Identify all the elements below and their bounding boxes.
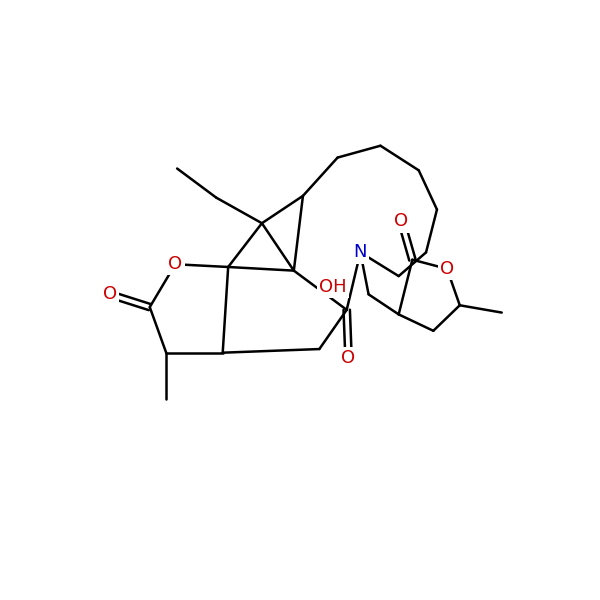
Text: O: O — [168, 255, 182, 273]
Text: O: O — [394, 212, 409, 230]
Text: O: O — [440, 260, 454, 278]
Text: O: O — [103, 286, 117, 304]
Text: N: N — [353, 244, 367, 262]
Text: OH: OH — [319, 278, 347, 296]
Text: O: O — [341, 349, 356, 367]
